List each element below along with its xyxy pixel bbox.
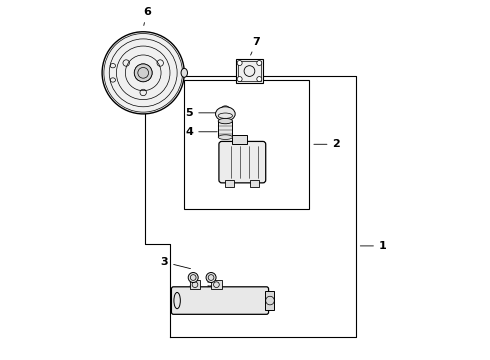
Circle shape xyxy=(237,77,242,82)
Circle shape xyxy=(257,60,262,66)
Ellipse shape xyxy=(181,68,188,77)
Bar xyxy=(190,280,200,289)
Bar xyxy=(250,180,259,187)
Bar xyxy=(184,80,309,208)
Ellipse shape xyxy=(216,107,235,121)
Bar xyxy=(238,61,261,81)
Circle shape xyxy=(257,77,262,82)
FancyBboxPatch shape xyxy=(219,141,266,183)
Ellipse shape xyxy=(188,273,198,283)
Ellipse shape xyxy=(218,118,232,124)
Circle shape xyxy=(237,60,242,66)
Bar xyxy=(218,121,232,137)
Bar xyxy=(225,180,234,187)
Ellipse shape xyxy=(206,273,216,283)
Bar xyxy=(265,291,273,310)
Bar xyxy=(236,59,263,83)
Bar xyxy=(232,135,247,144)
Bar xyxy=(211,280,222,289)
Ellipse shape xyxy=(218,135,232,139)
FancyBboxPatch shape xyxy=(172,287,269,314)
Circle shape xyxy=(102,32,184,114)
Text: 6: 6 xyxy=(143,7,151,26)
Text: 3: 3 xyxy=(161,257,191,269)
Circle shape xyxy=(134,64,152,82)
Text: 7: 7 xyxy=(250,37,261,55)
Text: 2: 2 xyxy=(314,139,340,149)
Text: 4: 4 xyxy=(185,127,217,137)
Text: 5: 5 xyxy=(186,108,216,118)
Text: 1: 1 xyxy=(360,241,387,251)
